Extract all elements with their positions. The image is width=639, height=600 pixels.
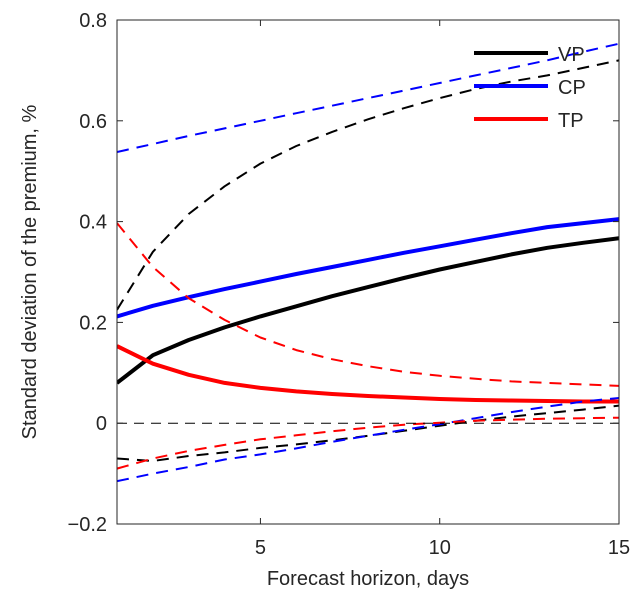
- plot-frame: [116, 19, 620, 525]
- y-tick-label: 0.8: [79, 10, 107, 32]
- confidence-band-line: [117, 42, 619, 153]
- y-tick-label: 0.6: [79, 111, 107, 133]
- x-tick-label: 15: [608, 537, 630, 559]
- x-tick-label: 5: [255, 537, 266, 559]
- confidence-band-line: [117, 397, 619, 483]
- y-axis-label: Standard deviation of the premium, %: [19, 104, 41, 439]
- confidence-band-line: [117, 222, 619, 387]
- series-layer: [117, 42, 619, 483]
- y-tick-label: 0: [96, 413, 107, 435]
- ticks-layer: 5 10 15 −0.2 0 0.2 0.4 0.6 0.8: [68, 10, 631, 559]
- confidence-band-line: [117, 416, 619, 470]
- confidence-band-line: [117, 404, 619, 462]
- y-tick-label: 0.2: [79, 312, 107, 334]
- y-tick-label: −0.2: [68, 514, 107, 536]
- series-line-tp: [117, 344, 619, 404]
- y-tick-label: 0.4: [79, 212, 107, 234]
- legend: VP CP TP: [474, 44, 586, 132]
- confidence-band-line: [117, 59, 619, 311]
- x-axis-label: Forecast horizon, days: [267, 568, 469, 590]
- series-line-cp: [117, 217, 619, 319]
- legend-label-cp: CP: [558, 77, 586, 99]
- legend-label-tp: TP: [558, 110, 584, 132]
- series-line-vp: [117, 236, 619, 385]
- x-tick-label: 10: [429, 537, 451, 559]
- plot-background: [117, 20, 619, 524]
- legend-label-vp: VP: [558, 44, 585, 66]
